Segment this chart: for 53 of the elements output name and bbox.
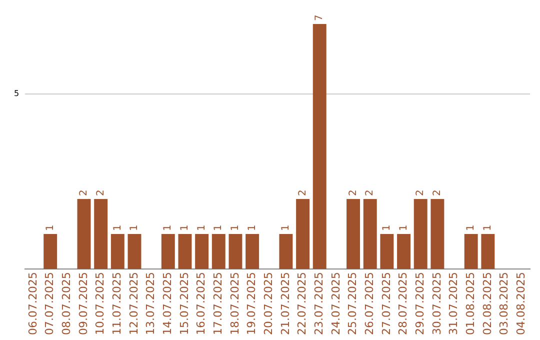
y-tick-label: 5 <box>14 89 20 98</box>
x-tick-label: 21.07.2025 <box>278 272 292 336</box>
data-label: 1 <box>112 224 124 232</box>
x-tick-label: 09.07.2025 <box>76 272 90 336</box>
data-label: 1 <box>482 224 494 232</box>
x-tick-label: 29.07.2025 <box>413 272 426 336</box>
x-tick-label: 19.07.2025 <box>245 272 258 336</box>
x-tick-label: 11.07.2025 <box>110 272 124 336</box>
x-tick-label: 22.07.2025 <box>296 272 309 336</box>
x-tick-label: 17.07.2025 <box>212 272 224 336</box>
data-label: 1 <box>382 224 393 232</box>
data-label: 2 <box>364 190 376 196</box>
x-tick-label: 14.07.2025 <box>161 272 174 336</box>
data-label: 2 <box>297 190 308 196</box>
x-tick-label: 15.07.2025 <box>178 272 191 336</box>
data-label: 1 <box>162 224 174 232</box>
data-label: 1 <box>398 224 410 232</box>
x-tick-label: 31.07.2025 <box>447 272 460 336</box>
x-tick-label: 30.07.2025 <box>430 272 444 336</box>
data-label: 1 <box>44 224 56 232</box>
data-label: 2 <box>78 190 90 196</box>
data-label: 2 <box>432 190 444 196</box>
x-tick-label: 16.07.2025 <box>194 272 208 336</box>
data-label: 2 <box>415 190 426 196</box>
x-tick-label: 08.07.2025 <box>60 272 74 336</box>
x-tick-label: 28.07.2025 <box>396 272 410 336</box>
x-tick-label: 03.08.2025 <box>498 272 511 336</box>
x-tick-label: 04.08.2025 <box>514 272 528 336</box>
x-tick-label: 07.07.2025 <box>43 272 56 336</box>
x-tick-label: 12.07.2025 <box>127 272 140 336</box>
data-label: 1 <box>196 224 208 232</box>
x-tick-label: 13.07.2025 <box>144 272 158 336</box>
data-label: 1 <box>246 224 258 232</box>
data-label: 1 <box>213 224 224 232</box>
data-label: 1 <box>180 224 191 232</box>
x-tick-label: 25.07.2025 <box>346 272 360 336</box>
data-label: 1 <box>280 224 292 232</box>
x-tick-label: 02.08.2025 <box>480 272 494 336</box>
x-tick-label: 27.07.2025 <box>380 272 393 336</box>
data-label: 7 <box>314 14 326 21</box>
x-tick-label: 06.07.2025 <box>26 272 40 336</box>
x-tick-label: 20.07.2025 <box>262 272 275 336</box>
x-tick-label: 24.07.2025 <box>329 272 342 336</box>
x-tick-label: 01.08.2025 <box>464 272 477 336</box>
x-tick-label: 26.07.2025 <box>362 272 376 336</box>
x-tick-label: 18.07.2025 <box>228 272 242 336</box>
data-label: 1 <box>129 224 140 232</box>
data-label: 1 <box>466 224 477 232</box>
data-label: 1 <box>230 224 242 232</box>
data-label: 2 <box>95 190 106 196</box>
x-tick-label: 23.07.2025 <box>312 272 326 336</box>
data-label: 2 <box>348 190 359 196</box>
x-tick-label: 10.07.2025 <box>94 272 107 336</box>
